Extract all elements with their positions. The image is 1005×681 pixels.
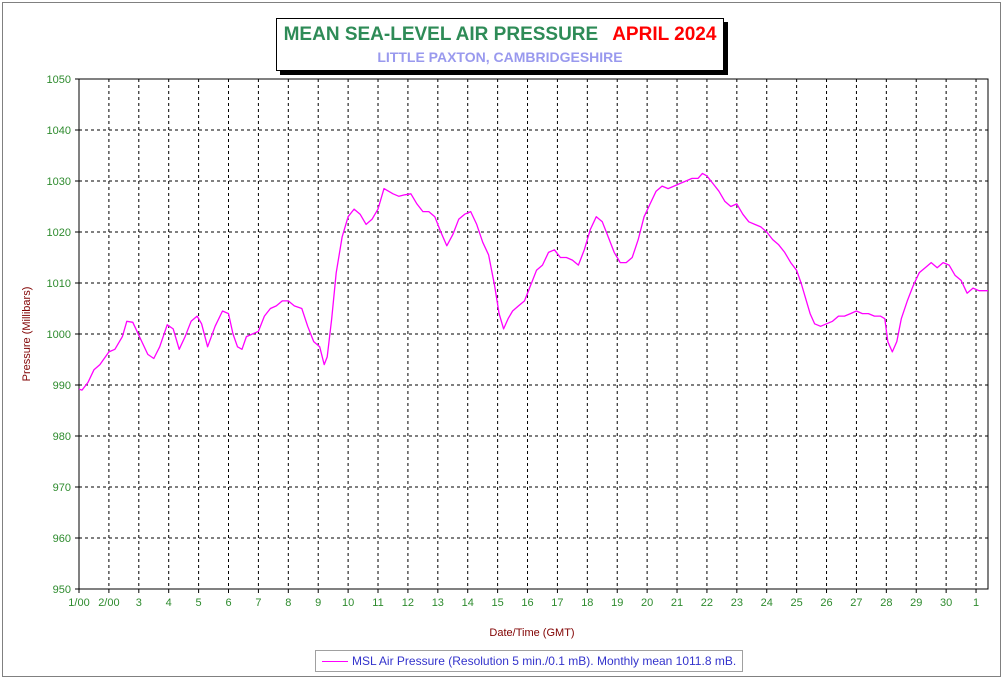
x-tick-label: 22	[701, 597, 713, 609]
title-box: MEAN SEA-LEVEL AIR PRESSURE APRIL 2024 LI…	[276, 18, 724, 71]
legend: MSL Air Pressure (Resolution 5 min./0.1 …	[315, 650, 744, 672]
x-tick-label: 17	[551, 597, 563, 609]
x-tick-label: 13	[432, 597, 444, 609]
x-tick-label: 5	[196, 597, 202, 609]
y-tick-label: 1010	[47, 278, 71, 290]
x-tick-label: 3	[136, 597, 142, 609]
x-tick-label: 27	[850, 597, 862, 609]
x-tick-label: 1/00	[68, 597, 89, 609]
x-tick-label: 8	[285, 597, 291, 609]
x-tick-label: 12	[402, 597, 414, 609]
x-tick-label: 23	[731, 597, 743, 609]
x-tick-label: 20	[641, 597, 653, 609]
plot-border	[78, 78, 989, 590]
x-tick-label: 24	[761, 597, 773, 609]
x-tick-label: 18	[581, 597, 593, 609]
series-line-msl-pressure	[78, 172, 988, 391]
y-tick-label: 1020	[47, 227, 71, 239]
chart-title: MEAN SEA-LEVEL AIR PRESSURE	[283, 24, 599, 45]
x-tick-label: 25	[791, 597, 803, 609]
title-line: MEAN SEA-LEVEL AIR PRESSURE APRIL 2024	[277, 24, 723, 46]
grid-lines	[79, 79, 988, 589]
x-tick-label: 7	[255, 597, 261, 609]
chart-title-month: APRIL 2024	[612, 24, 717, 45]
x-tick-labels: 1/00 2/00 3 4 5 6 7 8 9 10 11 12 13 14 15 16 17 18 19 20 21 2…	[68, 589, 979, 609]
x-tick-label: 15	[491, 597, 503, 609]
y-tick-labels: 950 960 970 980 990 1000 1010 1020 1030 1040 1050	[47, 74, 79, 596]
x-tick-label: 10	[342, 597, 354, 609]
x-tick-label: 11	[372, 597, 383, 609]
x-tick-label: 16	[521, 597, 533, 609]
y-tick-label: 1050	[47, 74, 71, 86]
x-tick-label: 14	[462, 597, 474, 609]
y-tick-label: 970	[53, 482, 71, 494]
y-tick-label: 1040	[47, 125, 71, 137]
x-tick-label: 29	[910, 597, 922, 609]
x-tick-label: 6	[225, 597, 231, 609]
y-tick-label: 1030	[47, 176, 71, 188]
x-tick-label: 30	[940, 597, 952, 609]
chart-subtitle: LITTLE PAXTON, CAMBRIDGESHIRE	[377, 49, 623, 65]
legend-label: MSL Air Pressure (Resolution 5 min./0.1 …	[352, 654, 737, 668]
legend-swatch	[322, 660, 348, 662]
series-group	[78, 172, 988, 391]
y-tick-label: 960	[53, 533, 71, 545]
x-axis-label: Date/Time (GMT)	[489, 627, 574, 639]
y-tick-label: 980	[53, 431, 71, 443]
x-tick-label: 19	[611, 597, 623, 609]
x-tick-label: 28	[880, 597, 892, 609]
x-tick-label: 21	[671, 597, 683, 609]
x-tick-label: 4	[166, 597, 172, 609]
y-tick-label: 950	[53, 584, 71, 596]
x-tick-label: 9	[315, 597, 321, 609]
y-tick-label: 1000	[47, 329, 71, 341]
x-tick-label: 26	[820, 597, 832, 609]
x-tick-label: 2/00	[98, 597, 119, 609]
y-tick-label: 990	[53, 380, 71, 392]
x-tick-label: 1	[973, 597, 979, 609]
y-axis-label: Pressure (Millibars)	[21, 287, 33, 382]
